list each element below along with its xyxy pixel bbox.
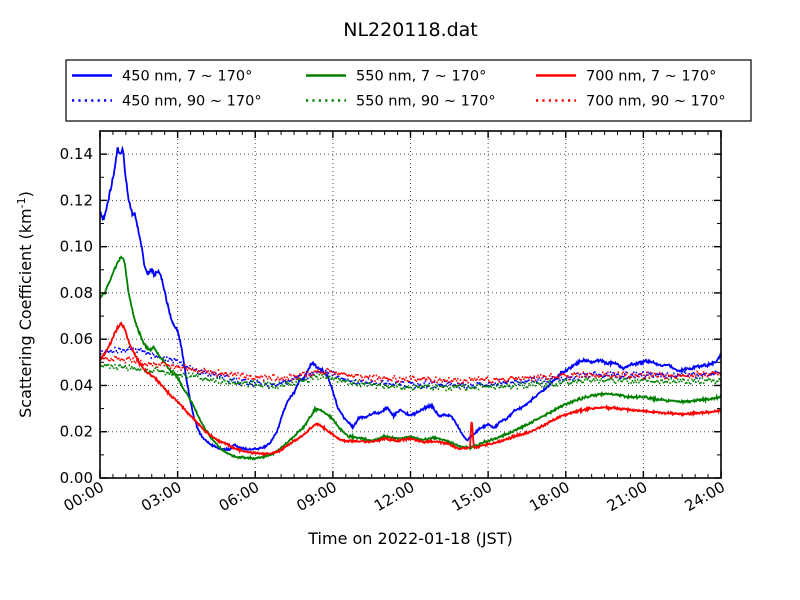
legend-label: 550 nm, 7 ~ 170° [356,69,486,85]
chart-grid [100,131,721,478]
x-tick-label: 06:00 [216,478,262,515]
x-tick-label: 09:00 [293,478,339,515]
series-700-nm-90-170 [100,355,721,385]
legend-label: 450 nm, 90 ~ 170° [122,94,262,110]
series-550-nm-7-170 [100,255,721,461]
x-tick-label: 24:00 [682,478,728,515]
x-tick-label: 21:00 [604,478,650,515]
legend-label: 700 nm, 7 ~ 170° [586,69,716,85]
y-tick-label: 0.10 [60,238,93,256]
x-tick-label: 15:00 [449,478,495,515]
y-tick-label: 0.14 [60,145,93,163]
y-tick-label: 0.04 [60,376,93,394]
legend-box [65,59,752,122]
y-tick-label: 0.08 [60,284,93,302]
y-tick-label: 0.02 [60,423,93,441]
legend-label: 700 nm, 90 ~ 170° [586,94,726,110]
series-450-nm-7-170 [100,145,721,452]
x-axis-label: Time on 2022-01-18 (JST) [307,529,512,548]
x-tick-label: 03:00 [138,478,184,515]
y-tick-label: 0.06 [60,330,93,348]
series-700-nm-7-170 [100,321,721,457]
axis-ticks [99,130,722,479]
chart-series [100,145,721,461]
y-axis-label: Scattering Coefficient (km-1) [15,191,35,418]
x-tick-label: 12:00 [371,478,417,515]
series-450-nm-90-170 [100,346,721,390]
legend: 450 nm, 7 ~ 170° 450 nm, 90 ~ 170° 550 nm,… [65,59,752,122]
y-tick-label: 0.00 [60,469,93,487]
chart-title: NL220118.dat [343,19,478,41]
x-tick-label: 18:00 [526,478,572,515]
legend-label: 550 nm, 90 ~ 170° [356,94,496,110]
y-tick-label: 0.12 [60,191,93,209]
legend-label: 450 nm, 7 ~ 170° [122,69,252,85]
